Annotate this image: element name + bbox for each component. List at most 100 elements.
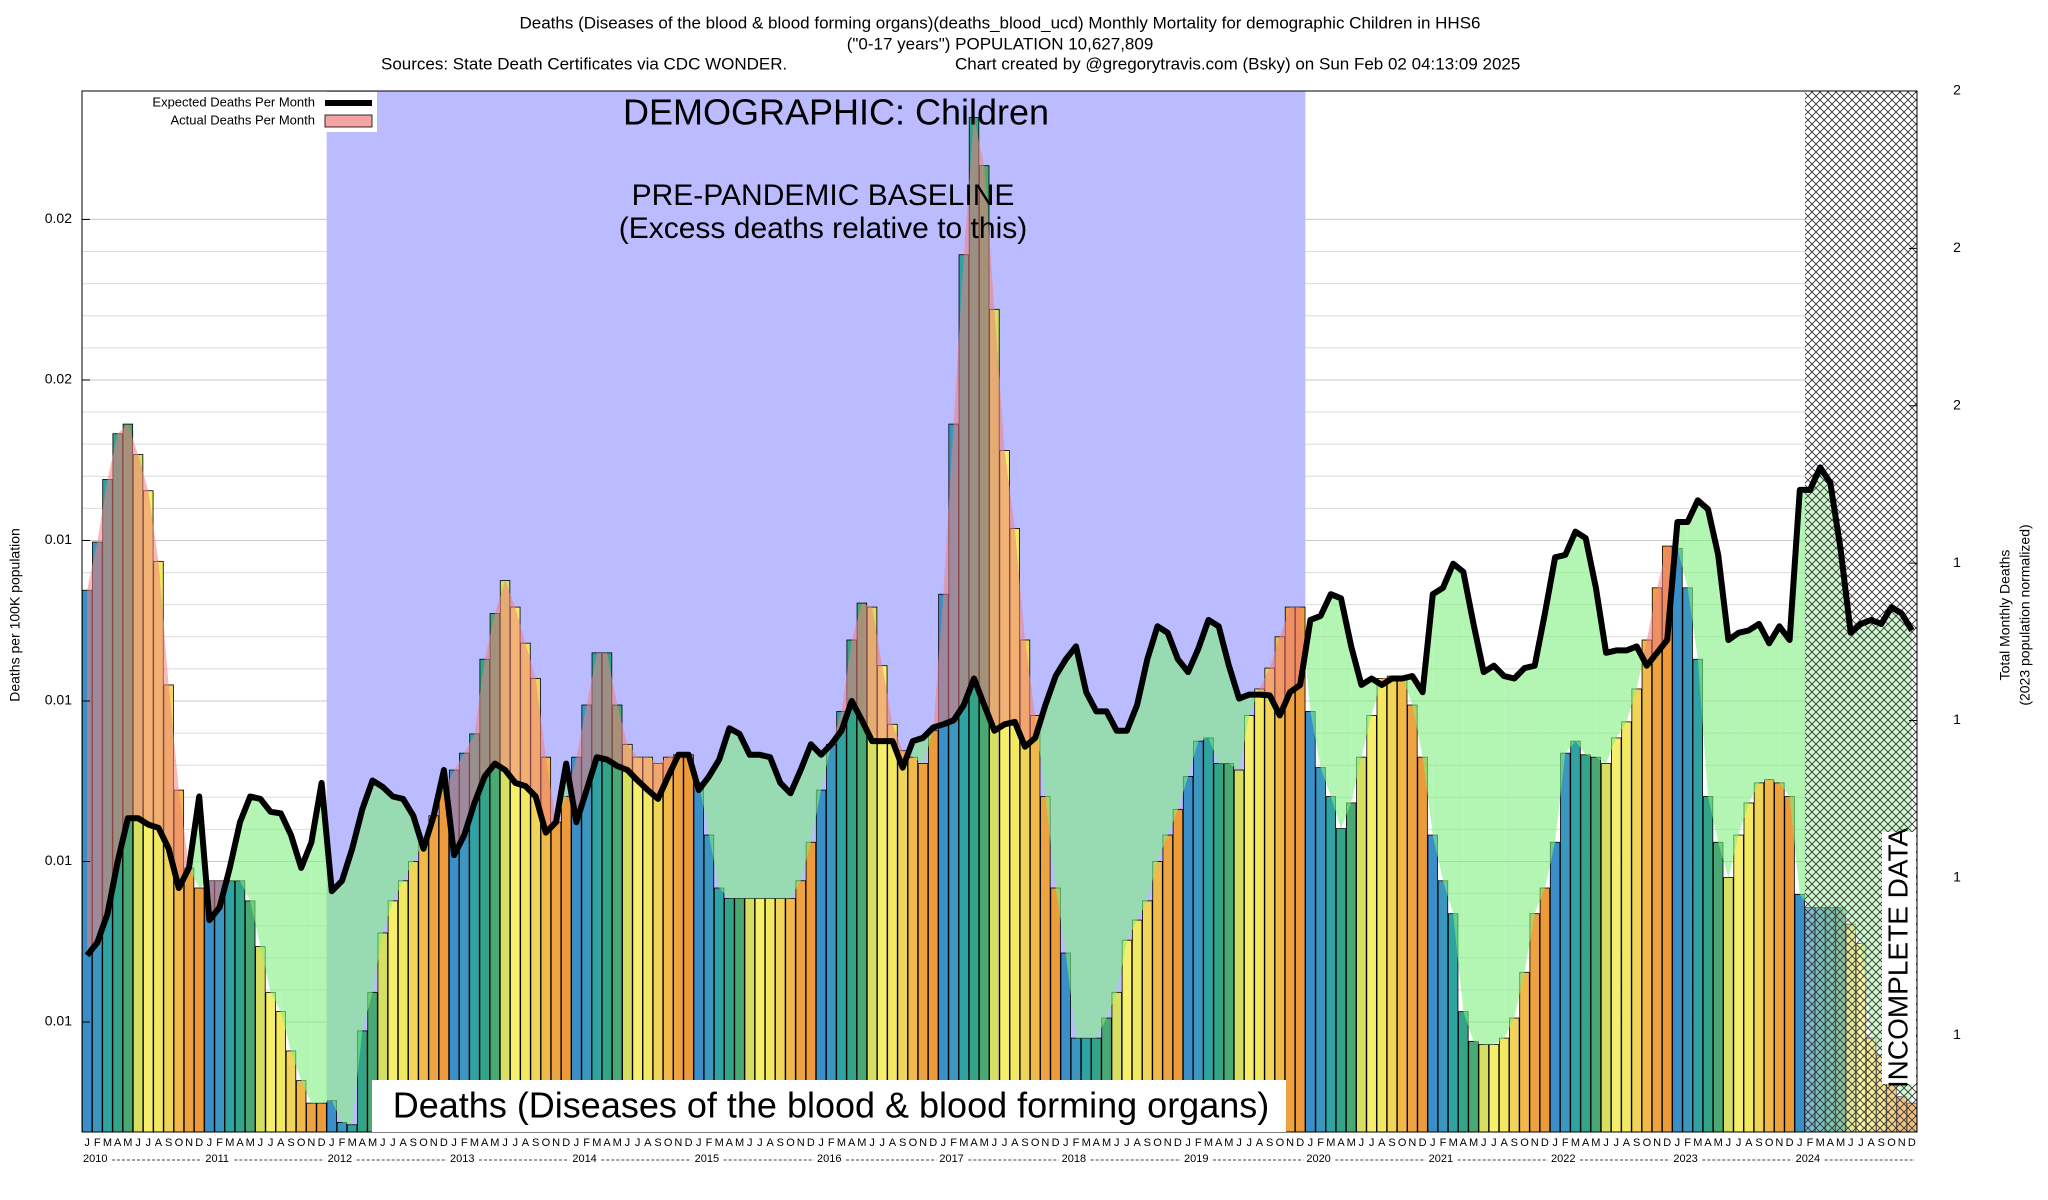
- x-tick-label: M: [1326, 1137, 1335, 1149]
- year-label: 2024: [1796, 1153, 1820, 1165]
- incomplete-label: INCOMPLETE DATA: [1882, 828, 1913, 1089]
- y2-tick-label: 1: [1953, 1026, 1961, 1042]
- y2-axis-title: Total Monthly Deaths: [1997, 550, 2013, 681]
- bar: [1794, 894, 1805, 1133]
- excess-fill: [505, 580, 516, 783]
- excess-fill: [1412, 676, 1423, 758]
- x-tick-label: J: [1491, 1137, 1497, 1149]
- x-tick-label: J: [696, 1137, 702, 1149]
- incomplete-box: [1882, 832, 1916, 1084]
- bar: [1641, 639, 1653, 1133]
- cause-box: [372, 1080, 1286, 1132]
- x-tick-label: A: [766, 1137, 774, 1149]
- x-tick-label: O: [909, 1137, 918, 1149]
- x-tick-label: M: [368, 1137, 377, 1149]
- excess-fill: [525, 643, 536, 797]
- bar: [622, 743, 633, 1133]
- x-tick-label: J: [502, 1137, 508, 1149]
- x-tick-label: S: [1388, 1137, 1395, 1149]
- excess-fill: [974, 117, 985, 706]
- bar: [1549, 841, 1561, 1133]
- y2-tick-label: 1: [1953, 554, 1961, 570]
- excess-fill: [719, 728, 730, 899]
- x-tick-label: S: [1266, 1137, 1273, 1149]
- x-tick-label: A: [644, 1137, 652, 1149]
- bar: [295, 1080, 307, 1133]
- excess-fill: [739, 733, 750, 899]
- excess-fill: [1708, 509, 1719, 843]
- x-tick-label: S: [1511, 1137, 1518, 1149]
- excess-fill: [1116, 730, 1127, 993]
- x-tick-label: J: [390, 1137, 396, 1149]
- x-tick-label: S: [899, 1137, 906, 1149]
- bar: [1590, 756, 1602, 1133]
- excess-fill: [1137, 659, 1148, 921]
- y2-tick-label: 2: [1953, 239, 1961, 255]
- bar: [1621, 721, 1632, 1133]
- excess-fill: [1126, 705, 1138, 941]
- x-tick-label: M: [1591, 1137, 1600, 1149]
- excess-fill: [617, 705, 628, 771]
- bar: [928, 730, 939, 1133]
- legend-label: Expected Deaths Per Month: [152, 94, 315, 109]
- excess-fill: [1422, 594, 1433, 836]
- bar: [1346, 802, 1357, 1133]
- excess-fill: [1167, 632, 1178, 836]
- excess-fill: [494, 580, 506, 771]
- excess-fill: [1004, 450, 1015, 725]
- bar: [346, 1124, 358, 1133]
- chart-title: Deaths (Diseases of the blood & blood fo…: [520, 13, 1481, 32]
- excess-fill: [1442, 563, 1454, 914]
- x-tick-label: M: [1693, 1137, 1702, 1149]
- year-label: 2017: [939, 1153, 963, 1165]
- bar: [1498, 1037, 1510, 1133]
- excess-fill: [403, 798, 414, 881]
- excess-fill: [1279, 607, 1291, 716]
- x-tick-label: J: [135, 1137, 141, 1149]
- excess-fill: [1585, 538, 1596, 758]
- x-tick-label: A: [1256, 1137, 1264, 1149]
- excess-fill: [953, 254, 964, 721]
- bar: [1723, 877, 1734, 1133]
- bar: [1519, 971, 1530, 1133]
- excess-fill: [1402, 676, 1413, 706]
- year-label: 2019: [1184, 1153, 1208, 1165]
- x-tick-label: J: [451, 1137, 457, 1149]
- bar: [1560, 752, 1571, 1133]
- excess-fill: [1045, 676, 1056, 889]
- x-tick-label: J: [1675, 1137, 1681, 1149]
- x-tick-label: D: [1541, 1137, 1549, 1149]
- bar: [214, 880, 225, 1133]
- x-tick-label: N: [1041, 1137, 1049, 1149]
- excess-fill: [1096, 711, 1107, 1039]
- bar: [642, 756, 653, 1133]
- x-tick-label: J: [1481, 1137, 1487, 1149]
- excess-fill: [341, 848, 353, 1125]
- excess-fill: [1361, 678, 1372, 758]
- x-tick-label: N: [1898, 1137, 1906, 1149]
- excess-fill: [1330, 594, 1342, 829]
- excess-fill: [484, 613, 495, 777]
- excess-fill: [290, 835, 302, 1081]
- x-tick-label: M: [1224, 1137, 1233, 1149]
- x-tick-label: J: [1124, 1137, 1130, 1149]
- x-tick-label: F: [583, 1137, 590, 1149]
- x-tick-label: A: [726, 1137, 734, 1149]
- x-tick-label: N: [674, 1137, 682, 1149]
- x-tick-label: D: [1052, 1137, 1060, 1149]
- excess-fill: [749, 754, 760, 899]
- excess-fill: [1534, 613, 1545, 914]
- excess-fill: [260, 798, 271, 993]
- excess-fill: [1646, 587, 1658, 666]
- x-tick-label: M: [1347, 1137, 1356, 1149]
- x-tick-label: F: [461, 1137, 468, 1149]
- excess-fill: [158, 561, 169, 849]
- x-tick-label: A: [1500, 1137, 1508, 1149]
- credit: Chart created by @gregorytravis.com (Bsk…: [955, 54, 1520, 73]
- x-tick-label: J: [1430, 1137, 1436, 1149]
- bar: [1182, 776, 1194, 1133]
- x-tick-label: F: [94, 1137, 101, 1149]
- x-tick-label: N: [1653, 1137, 1661, 1149]
- excess-fill: [1555, 554, 1566, 843]
- bar: [306, 1102, 317, 1133]
